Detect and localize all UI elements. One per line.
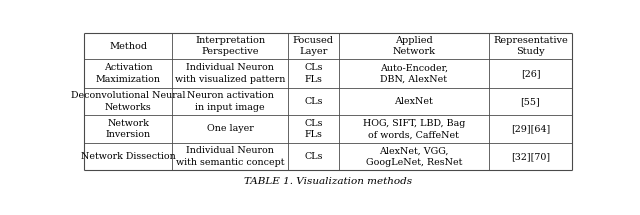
Text: Method: Method <box>109 42 147 51</box>
Text: Network
Inversion: Network Inversion <box>106 119 151 139</box>
Text: AlexNet, VGG,
GoogLeNet, ResNet: AlexNet, VGG, GoogLeNet, ResNet <box>365 146 462 167</box>
Text: Neuron activation
in input image: Neuron activation in input image <box>187 91 273 112</box>
Text: HOG, SIFT, LBD, Bag
of words, CaffeNet: HOG, SIFT, LBD, Bag of words, CaffeNet <box>363 119 465 139</box>
Text: CLs: CLs <box>304 97 323 106</box>
Text: One layer: One layer <box>207 124 253 134</box>
Text: [32][70]: [32][70] <box>511 152 550 161</box>
Text: Representative
Study: Representative Study <box>493 36 568 57</box>
Text: TABLE 1. Visualization methods: TABLE 1. Visualization methods <box>244 177 412 186</box>
Text: Network Dissection: Network Dissection <box>81 152 175 161</box>
Text: Auto-Encoder,
DBN, AlexNet: Auto-Encoder, DBN, AlexNet <box>380 63 448 84</box>
Text: CLs
FLs: CLs FLs <box>304 63 323 84</box>
Text: Deconvolutional Neural
Networks: Deconvolutional Neural Networks <box>71 91 186 112</box>
Text: Activation
Maximization: Activation Maximization <box>96 63 161 84</box>
Text: [29][64]: [29][64] <box>511 124 550 134</box>
Text: CLs
FLs: CLs FLs <box>304 119 323 139</box>
Text: Applied
Network: Applied Network <box>392 36 435 57</box>
Text: Individual Neuron
with visualized pattern: Individual Neuron with visualized patter… <box>175 63 285 84</box>
Text: [55]: [55] <box>520 97 540 106</box>
Text: CLs: CLs <box>304 152 323 161</box>
Text: [26]: [26] <box>521 69 540 78</box>
Text: AlexNet: AlexNet <box>394 97 433 106</box>
Text: Individual Neuron
with semantic concept: Individual Neuron with semantic concept <box>176 146 284 167</box>
Text: Interpretation
Perspective: Interpretation Perspective <box>195 36 265 57</box>
Text: Focused
Layer: Focused Layer <box>292 36 333 57</box>
